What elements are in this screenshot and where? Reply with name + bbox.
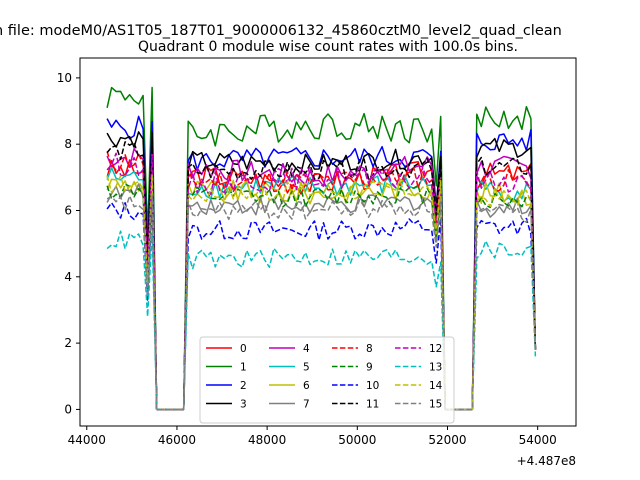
series-line-15 [106,194,537,411]
legend-label: 1 [240,362,247,374]
legend-label: 13 [429,362,442,374]
y-tick-label: 10 [57,71,72,85]
legend-label: 6 [303,380,310,392]
legend-label: 11 [366,399,379,411]
legend-label: 5 [303,362,310,374]
y-tick-label: 4 [64,270,72,284]
legend-label: 2 [240,380,247,392]
figure-suptitle: n file: modeM0/AS1T05_187T01_9000006132_… [0,23,562,39]
x-tick-label: 54000 [519,433,557,447]
series-layer [106,86,537,411]
y-tick-label: 2 [64,336,72,350]
y-axis: 0 2 4 6 8 10 [57,71,80,416]
x-tick-label: 46000 [158,433,196,447]
legend-label: 14 [429,380,443,392]
x-tick-label: 52000 [428,433,466,447]
x-offset-label: +4.487e8 [517,454,576,468]
legend-box [199,336,455,424]
y-tick-label: 0 [64,402,72,416]
legend-label: 15 [429,399,442,411]
legend-label: 0 [240,343,247,355]
axes-frame [79,57,577,427]
legend-label: 8 [366,343,373,355]
legend-label: 9 [366,362,373,374]
legend-label: 3 [240,399,247,411]
x-axis: 44000 46000 48000 50000 52000 54000 [68,426,557,447]
legend-label: 7 [303,399,310,411]
legend-label: 4 [303,343,310,355]
y-tick-label: 6 [64,204,72,218]
x-tick-label: 48000 [248,433,286,447]
x-tick-label: 44000 [68,433,106,447]
legend-label: 10 [366,380,379,392]
legend-label: 12 [429,343,442,355]
x-tick-label: 50000 [338,433,376,447]
axes-title: Quadrant 0 module wise count rates with … [138,39,518,55]
y-tick-label: 8 [64,137,72,151]
